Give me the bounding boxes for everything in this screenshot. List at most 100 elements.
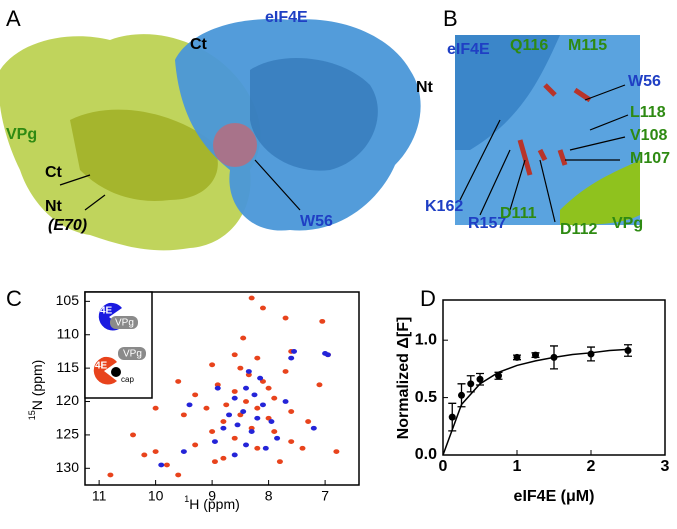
peak bbox=[333, 449, 340, 455]
peak bbox=[248, 429, 255, 434]
peak bbox=[107, 472, 114, 478]
peak bbox=[180, 449, 187, 455]
peak bbox=[231, 435, 238, 441]
peak bbox=[186, 402, 193, 408]
peak bbox=[158, 462, 165, 468]
y-tick-label: 125 bbox=[56, 426, 80, 442]
x-tick-label: 11 bbox=[92, 488, 107, 504]
label: VPg bbox=[612, 215, 643, 232]
peak bbox=[240, 335, 247, 341]
peak bbox=[220, 419, 227, 424]
label: Q116 bbox=[510, 37, 548, 54]
peak bbox=[257, 375, 264, 381]
peak bbox=[288, 355, 295, 361]
peak bbox=[175, 472, 182, 478]
label: D112 bbox=[560, 221, 597, 238]
x-tick-label: 9 bbox=[208, 488, 216, 504]
label: VPg bbox=[6, 126, 37, 143]
inset-label: 4E bbox=[95, 361, 108, 372]
peak bbox=[282, 315, 289, 321]
peak bbox=[259, 402, 266, 408]
peak bbox=[310, 425, 317, 431]
peak bbox=[274, 435, 281, 441]
peak bbox=[243, 385, 250, 391]
label: Ct bbox=[45, 164, 63, 181]
label: M115 bbox=[568, 37, 607, 54]
peak bbox=[220, 425, 227, 431]
peak bbox=[152, 405, 159, 411]
peak bbox=[276, 459, 283, 465]
peak bbox=[291, 349, 298, 354]
peak bbox=[163, 462, 170, 468]
point bbox=[550, 353, 558, 361]
x-tick-label: 7 bbox=[321, 488, 329, 504]
inset-label: cap bbox=[121, 375, 134, 384]
peak bbox=[288, 439, 295, 444]
peak bbox=[209, 429, 216, 434]
peak bbox=[231, 389, 238, 394]
y-tick-label: 1.0 bbox=[415, 331, 437, 348]
peak bbox=[240, 409, 247, 414]
y-tick-label: 120 bbox=[56, 392, 80, 408]
label: W56 bbox=[300, 213, 333, 230]
peak bbox=[254, 355, 261, 361]
x-tick-label: 0 bbox=[439, 458, 448, 475]
panel-label: D bbox=[420, 286, 436, 311]
peak bbox=[288, 409, 295, 414]
x-tick-label: 10 bbox=[148, 488, 164, 504]
peak bbox=[214, 382, 221, 388]
panel-label: C bbox=[6, 286, 22, 311]
peak bbox=[259, 305, 266, 311]
peak bbox=[268, 419, 275, 424]
peak bbox=[282, 369, 289, 374]
structure-b bbox=[455, 35, 640, 225]
x-tick-label: 1 bbox=[513, 458, 522, 475]
y-tick-label: 0.0 bbox=[415, 446, 437, 463]
peak bbox=[316, 382, 323, 388]
label: D111 bbox=[500, 205, 537, 222]
point bbox=[448, 413, 456, 421]
point bbox=[458, 391, 465, 399]
sup: 15 bbox=[27, 410, 37, 420]
sup: 1 bbox=[184, 494, 189, 504]
x-tick-label: 3 bbox=[661, 458, 670, 475]
peak bbox=[299, 445, 306, 451]
icon bbox=[93, 356, 117, 385]
peak bbox=[265, 385, 272, 391]
y-axis-label: Normalized Δ[F] bbox=[395, 317, 412, 440]
peak bbox=[203, 405, 210, 411]
x-tick-label: 8 bbox=[265, 488, 273, 504]
label: Nt bbox=[45, 198, 63, 215]
peak bbox=[152, 449, 159, 455]
peak bbox=[214, 385, 221, 391]
peak bbox=[248, 295, 255, 301]
y-tick-label: 115 bbox=[57, 359, 80, 375]
label: W56 bbox=[628, 73, 661, 90]
peak bbox=[192, 442, 199, 448]
structure-a bbox=[0, 19, 421, 251]
label: V108 bbox=[630, 127, 667, 144]
panel-label: A bbox=[6, 6, 21, 31]
peak bbox=[209, 362, 216, 368]
inset-label: 4E bbox=[100, 306, 113, 317]
x-tick-label: 2 bbox=[587, 458, 596, 475]
label: Ct bbox=[190, 36, 208, 53]
inset-label: VPg bbox=[123, 349, 142, 360]
peak bbox=[243, 399, 250, 404]
peak bbox=[223, 402, 230, 408]
peak bbox=[141, 452, 148, 458]
peak bbox=[211, 439, 218, 444]
peak bbox=[231, 395, 238, 401]
x-axis-label: eIF4E (μM) bbox=[514, 488, 595, 505]
point bbox=[476, 375, 484, 383]
peak bbox=[271, 395, 278, 401]
fit-line bbox=[442, 348, 629, 456]
label: H (ppm) bbox=[189, 496, 240, 512]
peak bbox=[231, 352, 238, 358]
point bbox=[513, 353, 521, 361]
peak bbox=[254, 405, 261, 411]
label: N (ppm) bbox=[29, 360, 45, 411]
peak bbox=[226, 412, 233, 418]
peak bbox=[305, 419, 312, 424]
peak bbox=[319, 318, 326, 324]
